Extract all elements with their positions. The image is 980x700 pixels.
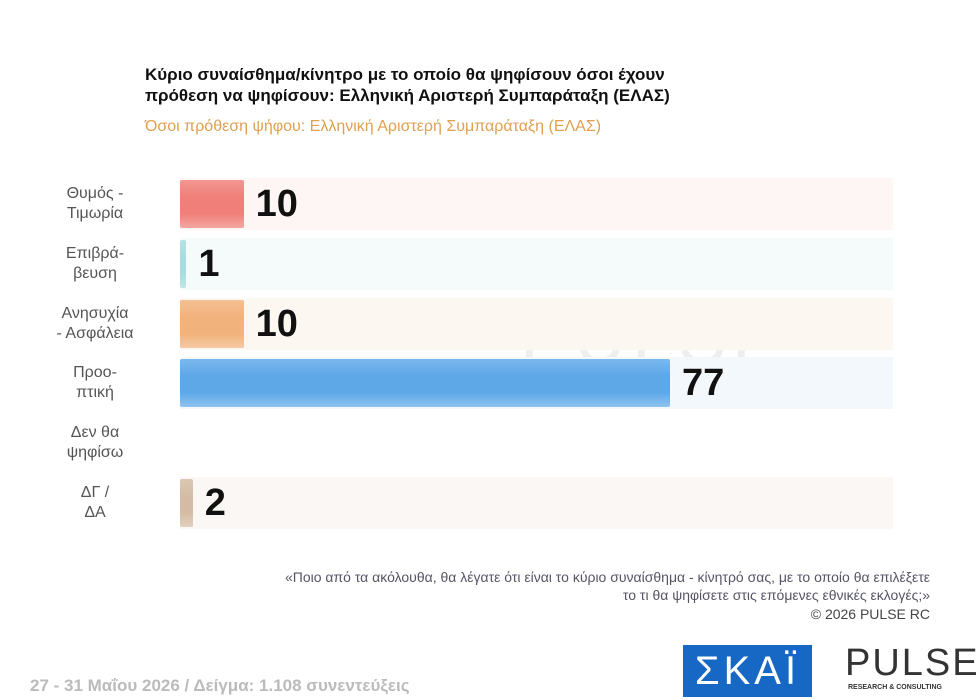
category-label: Θυμός - Τιμωρία bbox=[66, 185, 124, 222]
chart-title: Κύριο συναίσθημα/κίνητρο με το οποίο θα … bbox=[145, 65, 670, 105]
bar bbox=[180, 239, 187, 288]
value-label: 10 bbox=[255, 183, 298, 225]
logo-pulse-sub: RESEARCH & CONSULTING bbox=[848, 684, 942, 691]
question-note: «Ποιο από τα ακόλουθα, θα λέγατε ότι είν… bbox=[284, 569, 930, 603]
footer: 27 - 31 Μαΐου 2026 / Δείγμα: 1.108 συνεν… bbox=[30, 676, 410, 695]
bar bbox=[180, 180, 244, 228]
bar bbox=[180, 299, 244, 348]
category-label: Επιβρά- βευση bbox=[65, 244, 125, 282]
logo-pulse: PULSE bbox=[845, 642, 980, 684]
bar bbox=[180, 479, 193, 527]
value-label: 1 bbox=[198, 242, 220, 285]
category-label: Προο- πτική bbox=[73, 364, 117, 402]
row-band bbox=[180, 237, 893, 290]
bar bbox=[180, 359, 670, 408]
copyright: © 2026 PULSE RC bbox=[810, 606, 930, 622]
category-label: ΔΓ / ΔΑ bbox=[80, 484, 110, 521]
row-band bbox=[180, 417, 893, 470]
chart-subtitle: Όσοι πρόθεση ψήφου: Ελληνική Αριστερή Συ… bbox=[145, 118, 602, 135]
logo-skai: ΣΚΑΪ bbox=[683, 645, 812, 697]
value-label: 2 bbox=[204, 482, 226, 524]
category-label: Ανησυχία - Ασφάλεια bbox=[56, 304, 134, 342]
row-band bbox=[180, 477, 893, 529]
row-band bbox=[180, 297, 893, 350]
value-label: 10 bbox=[255, 302, 298, 345]
category-label: Δεν θα ψηφίσω bbox=[66, 424, 124, 462]
value-label: 77 bbox=[682, 362, 725, 405]
row-band bbox=[180, 178, 893, 230]
